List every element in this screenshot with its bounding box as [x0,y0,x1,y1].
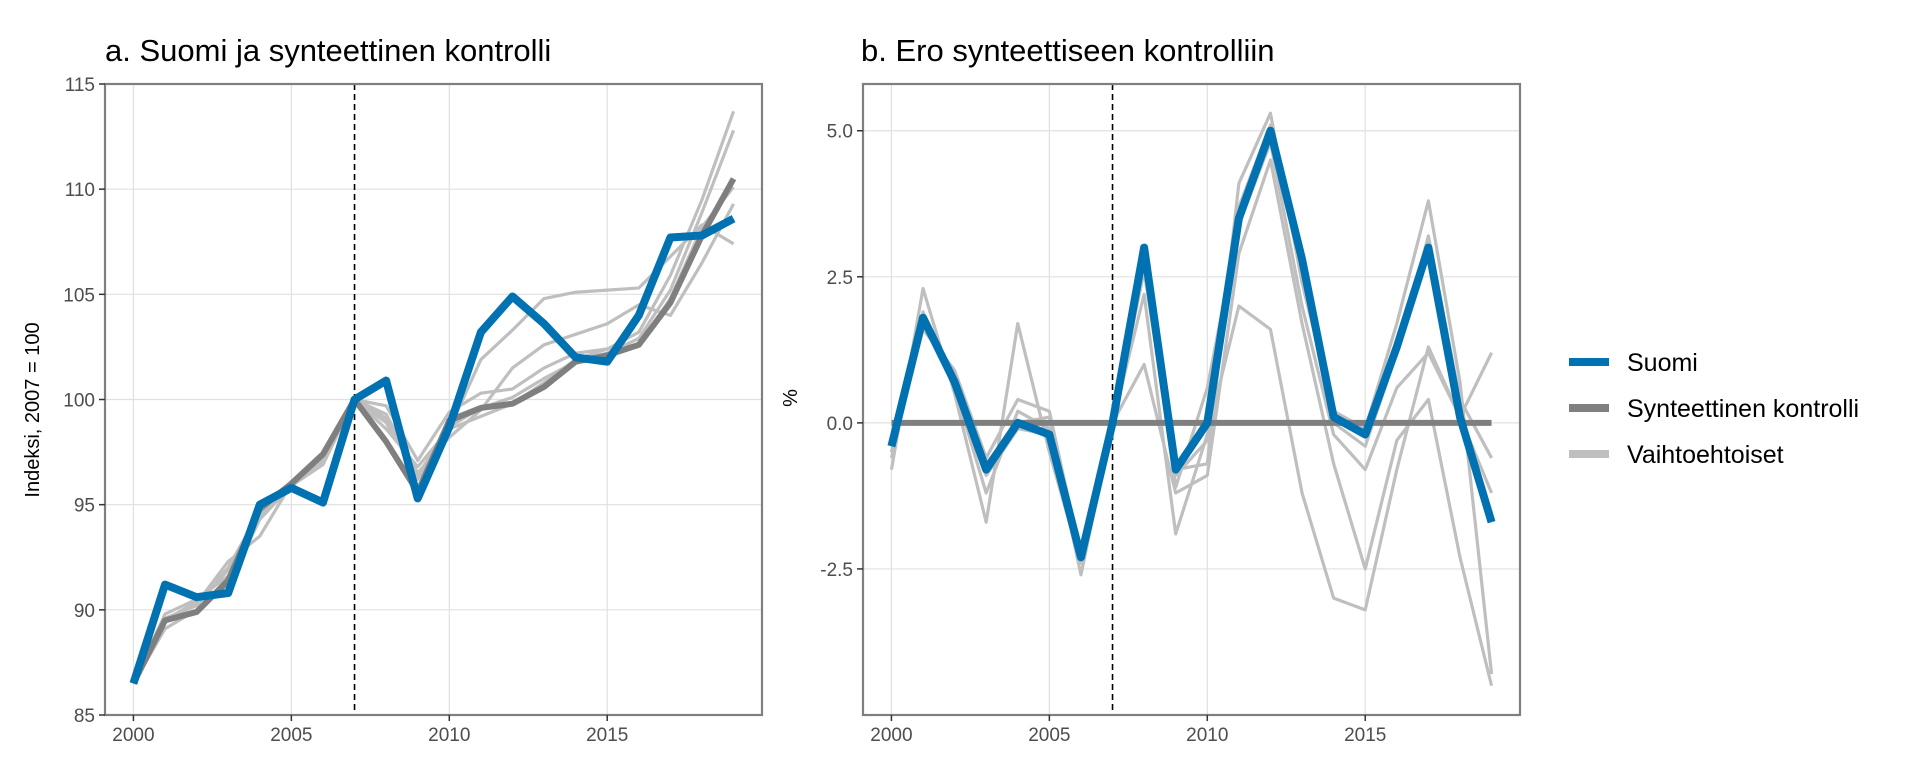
y-tick-label: 2.5 [827,268,853,289]
y-tick-label: 105 [63,285,95,306]
panel-a-y-axis-title: Indeksi, 2007 = 100 [22,322,44,497]
y-tick-label: 0.0 [827,414,853,435]
x-tick-label: 2000 [112,725,154,746]
legend-label-vaihtoehtoiset: Vaihtoehtoiset [1627,441,1784,469]
series-vaihtoehtoinen-3 [889,158,1494,687]
panel-a-series [129,110,737,685]
y-tick-label: 5.0 [827,122,853,143]
y-tick-label: 115 [65,75,95,96]
y-tick-label: 110 [65,180,95,201]
y-tick-label: 90 [74,601,95,622]
x-tick-label: 2000 [870,725,912,746]
x-tick-label: 2010 [1186,725,1228,746]
series-suomi [887,126,1496,562]
panel-b-series [887,111,1496,687]
x-tick-label: 2005 [1028,725,1070,746]
legend-label-synteettinen: Synteettinen kontrolli [1627,395,1859,423]
panel-b: b. Ero synteettiseen kontrolliin % -2.5 0… [780,33,1522,746]
y-tick-label: 85 [74,706,95,727]
panel-b-title: b. Ero synteettiseen kontrolliin [861,33,1275,68]
panel-b-ticks: -2.5 0.0 2.5 5.0 2000 2005 2010 2015 [820,122,1386,746]
x-tick-label: 2015 [586,725,628,746]
panel-b-frame [861,82,1522,717]
panel-a-ticks: 85 90 95 100 105 110 115 2000 2005 2010 2015 [63,75,628,746]
legend-label-suomi: Suomi [1627,349,1698,377]
y-tick-label: 95 [74,496,95,517]
panel-a-title: a. Suomi ja synteettinen kontrolli [105,33,551,68]
series-vaihtoehtoinen-1 [889,111,1494,675]
y-tick-label: 100 [63,391,95,412]
legend: Suomi Synteettinen kontrolli Vaihtoehtoi… [1569,349,1859,469]
x-tick-label: 2005 [270,725,312,746]
panel-a: a. Suomi ja synteettinen kontrolli Indek… [22,33,764,746]
series-suomi [129,215,736,685]
y-tick-label: -2.5 [820,560,853,581]
panel-b-y-axis-title: % [780,389,802,407]
x-tick-label: 2015 [1344,725,1386,746]
x-tick-label: 2010 [428,725,470,746]
